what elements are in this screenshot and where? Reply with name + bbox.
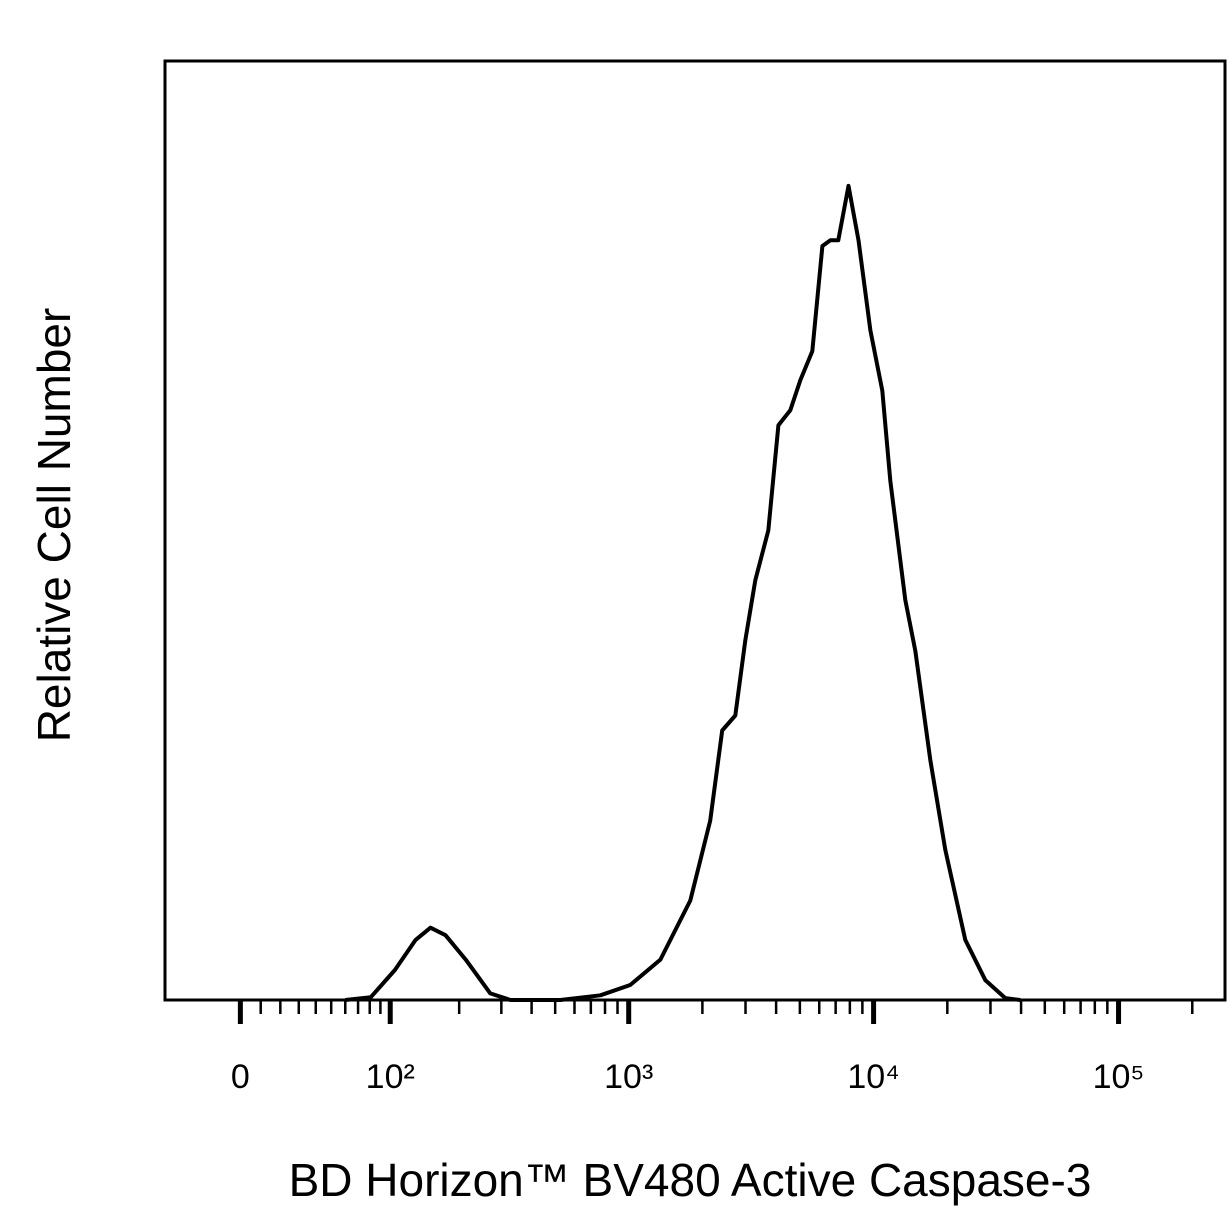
x-tick-label: 10⁴ <box>847 1058 899 1096</box>
x-axis-title: BD Horizon™ BV480 Active Caspase-3 <box>289 1154 1092 1206</box>
x-tick-label: 0 <box>231 1058 250 1096</box>
y-axis-title: Relative Cell Number <box>28 308 80 743</box>
x-tick-label: 10³ <box>604 1058 653 1096</box>
x-tick-label: 10² <box>366 1058 415 1096</box>
x-tick-label: 10⁵ <box>1093 1058 1145 1096</box>
plot-frame <box>163 59 1227 1002</box>
histogram-line <box>345 183 1021 1002</box>
